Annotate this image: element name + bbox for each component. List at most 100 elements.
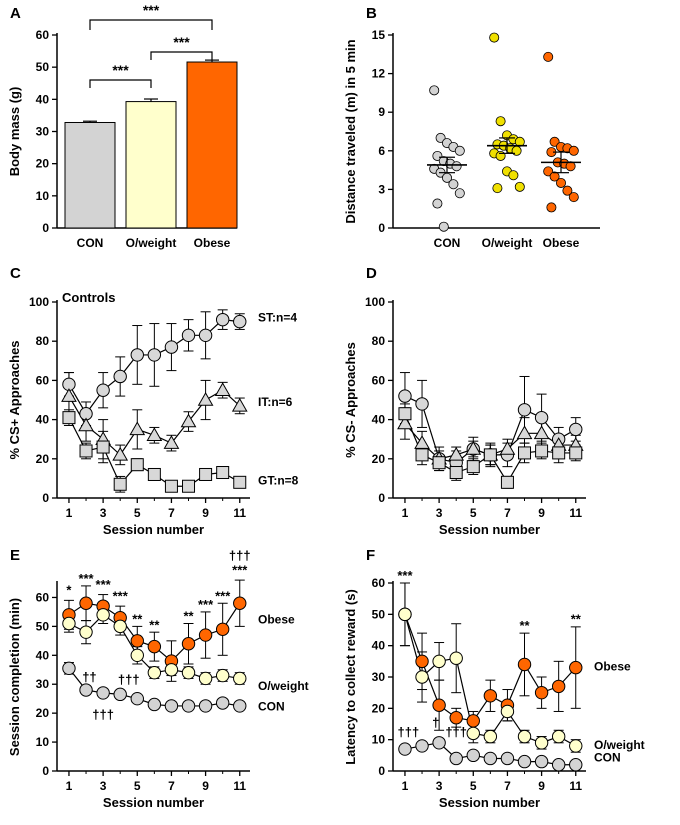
y-tick-label-F-0: 0: [378, 764, 385, 778]
panel-letter-B: B: [366, 5, 377, 22]
x-tick-label-E-2: 5: [134, 779, 141, 793]
y-tick-label-F-5: 50: [372, 607, 386, 621]
data-point-C-1-7: [180, 413, 197, 428]
data-point-C-0-2: [96, 383, 110, 397]
scatter-point-con-0: [429, 85, 440, 96]
series-label-F-0: Obese: [594, 660, 631, 674]
x-tick-label-F-2: 5: [470, 779, 477, 793]
y-tick-label-A-2: 20: [36, 157, 50, 171]
data-point-F-0-5: [483, 689, 498, 703]
data-point-F-2-9: [551, 758, 566, 772]
data-point-E-2-10: [233, 699, 247, 713]
y-tick-label-E-6: 60: [36, 590, 50, 604]
y-tick-label-E-0: 0: [42, 764, 49, 778]
data-point-C-2-2: [96, 440, 110, 454]
data-point-D-1-0: [397, 415, 413, 430]
y-tick-label-D-1: 20: [372, 452, 386, 466]
x-tick-label-D-3: 7: [504, 506, 511, 520]
x-tick-label-D-0: 1: [402, 506, 409, 520]
data-point-D-0-1: [415, 397, 429, 411]
annotation-E-2: ***: [96, 577, 112, 592]
data-point-F-1-7: [517, 729, 532, 744]
y-tick-label-B-0: 0: [378, 221, 385, 235]
annotation-E-0: *: [66, 583, 72, 598]
annotation-E-13: †††: [118, 672, 140, 687]
y-tick-label-B-4: 12: [372, 67, 386, 81]
data-point-C-0-9: [215, 312, 230, 327]
x-axis-label-D: Session number: [439, 522, 540, 537]
panel-title-C: Controls: [62, 290, 115, 305]
data-point-D-0-8: [534, 410, 549, 425]
data-point-F-2-8: [534, 754, 549, 769]
annotation-E-7: ***: [198, 597, 214, 612]
panel-letter-D: D: [366, 265, 377, 282]
data-point-E-0-8: [198, 628, 213, 642]
annotation-F-5: †††: [445, 725, 467, 740]
data-point-E-1-8: [198, 671, 213, 686]
y-tick-label-D-5: 100: [365, 295, 385, 309]
data-point-F-0-9: [551, 679, 566, 694]
x-tick-label-C-2: 5: [134, 506, 141, 520]
data-point-F-2-10: [569, 758, 583, 772]
data-point-F-1-5: [483, 729, 498, 744]
annotation-E-4: **: [132, 611, 143, 626]
data-point-F-1-2: [432, 654, 446, 669]
panel-letter-A: A: [10, 5, 21, 22]
y-tick-label-C-0: 0: [42, 491, 49, 505]
y-tick-label-C-3: 60: [36, 373, 50, 387]
data-point-E-2-7: [181, 699, 196, 713]
annotation-E-1: ***: [78, 571, 94, 586]
data-point-E-0-5: [147, 639, 162, 654]
data-point-C-1-4: [129, 421, 146, 436]
x-tick-label-E-3: 7: [168, 779, 175, 793]
data-point-E-1-3: [113, 619, 127, 634]
panel-letter-E: E: [10, 547, 20, 564]
data-point-C-2-7: [182, 479, 196, 493]
x-category-label-B-2: Obese: [543, 236, 580, 250]
scatter-point-obese-12: [562, 185, 573, 196]
series-label-E-2: CON: [258, 699, 285, 713]
scatter-point-con-12: [448, 179, 459, 190]
y-tick-label-F-3: 30: [372, 670, 386, 684]
data-point-E-0-1: [79, 596, 93, 610]
data-point-E-2-6: [164, 699, 179, 713]
data-point-E-1-9: [215, 668, 230, 683]
y-tick-label-E-2: 20: [36, 706, 50, 720]
scatter-point-con-14: [432, 198, 443, 209]
data-point-E-0-9: [215, 622, 230, 636]
scatter-point-obese-14: [546, 202, 557, 213]
data-point-F-2-3: [449, 751, 463, 766]
data-point-E-1-7: [181, 665, 196, 680]
y-tick-label-A-0: 0: [42, 221, 49, 235]
y-tick-label-C-1: 20: [36, 452, 50, 466]
data-point-E-2-1: [79, 683, 93, 697]
x-axis-label-F: Session number: [439, 795, 540, 810]
data-point-E-1-6: [164, 663, 179, 677]
scatter-point-oweight-1: [495, 116, 506, 127]
series-label-E-1: O/weight: [258, 679, 309, 693]
y-tick-label-D-3: 60: [372, 373, 386, 387]
series-label-E-0: Obese: [258, 612, 295, 626]
y-axis-label-A: Body mass (g): [7, 87, 22, 177]
data-point-F-2-6: [500, 751, 515, 766]
annotation-F-4: †: [432, 715, 439, 730]
x-tick-label-C-4: 9: [202, 506, 209, 520]
data-point-D-2-9: [552, 446, 566, 460]
x-axis-label-C: Session number: [103, 522, 204, 537]
data-point-E-1-0: [62, 616, 76, 631]
x-tick-label-F-4: 9: [538, 779, 545, 793]
x-tick-label-C-0: 1: [66, 506, 73, 520]
data-point-C-1-9: [214, 382, 231, 396]
data-point-E-1-10: [233, 671, 247, 686]
y-axis-label-B: Distance traveled (m) in 5 min: [343, 39, 358, 223]
x-tick-label-E-0: 1: [66, 779, 73, 793]
annotation-E-5: **: [149, 617, 160, 632]
x-tick-label-C-5: 11: [233, 506, 246, 520]
data-point-F-1-3: [449, 651, 463, 665]
data-point-C-2-9: [216, 466, 230, 480]
data-point-D-1-3: [448, 446, 465, 461]
scatter-point-obese-10: [549, 171, 560, 182]
data-point-C-0-6: [164, 340, 179, 354]
data-point-E-1-2: [96, 608, 110, 622]
